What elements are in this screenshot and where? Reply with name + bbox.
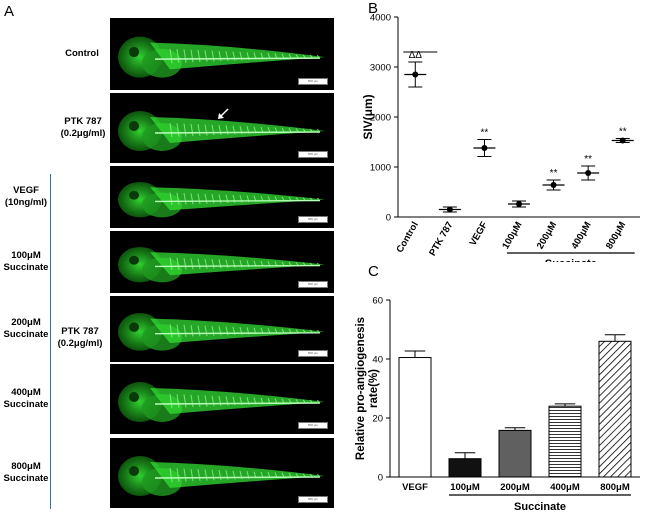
zebrafish-shape-6 bbox=[118, 456, 325, 496]
bar-2 bbox=[498, 429, 532, 478]
y-tick-label-3: 3000 bbox=[370, 63, 391, 74]
annotation-2: ** bbox=[481, 128, 489, 139]
panel-b-letter: B bbox=[368, 0, 379, 17]
scale-bar-0: 500 μm bbox=[298, 78, 328, 85]
scale-bar-6: 500 μm bbox=[298, 496, 328, 503]
scale-bar-1: 500 μm bbox=[298, 151, 328, 158]
ptk-group-line bbox=[50, 174, 51, 509]
category-label-6: 800μM bbox=[604, 220, 628, 251]
category-label-1: PTK 787 bbox=[427, 220, 455, 258]
data-point-4 bbox=[550, 182, 557, 188]
scale-bar-2: 500 μm bbox=[298, 216, 328, 223]
category-label-2: VEGF bbox=[468, 220, 491, 248]
category-label-2: 200μM bbox=[500, 482, 530, 493]
ptk-group-label: PTK 787 (0.2μg/ml) bbox=[57, 326, 103, 349]
zebrafish-shape-3 bbox=[118, 246, 325, 283]
row-label-4: 200μM Succinate bbox=[3, 317, 49, 340]
row-label-6: 800μM Succinate bbox=[3, 461, 49, 484]
y-tick-label-3: 60 bbox=[372, 296, 383, 307]
y-tick-label-4: 4000 bbox=[370, 13, 391, 24]
y-axis-label-line-1: rate(%) bbox=[368, 369, 380, 408]
annotation-0: ΔΔ bbox=[409, 50, 423, 61]
zebrafish-image-1: 500 μm bbox=[110, 93, 334, 163]
zebrafish-shape-0 bbox=[118, 36, 325, 78]
scale-bar-4: 500 μm bbox=[298, 350, 328, 357]
succinate-group-label: Succinate bbox=[545, 258, 597, 262]
y-tick-label-0: 0 bbox=[378, 473, 383, 484]
zebrafish-image-4: 500 μm bbox=[110, 296, 334, 362]
y-tick-label-0: 0 bbox=[386, 213, 391, 224]
data-point-2 bbox=[481, 145, 488, 151]
category-label-0: Control bbox=[394, 220, 420, 255]
zebrafish-image-0: 500 μm bbox=[110, 18, 334, 90]
y-tick-label-2: 40 bbox=[372, 355, 383, 366]
y-tick-label-2: 2000 bbox=[370, 113, 391, 124]
arrow-icon bbox=[218, 108, 229, 119]
category-label-4: 800μM bbox=[600, 482, 630, 493]
siv-chart: 0 1000 2000 3000 4000 SIV(μm) ΔΔ Control PTK 787… bbox=[361, 13, 640, 262]
category-label-5: 400μM bbox=[569, 220, 593, 251]
scale-bar-5: 500 μm bbox=[298, 422, 328, 429]
category-label-3: 400μM bbox=[550, 482, 580, 493]
y-tick-label-1: 20 bbox=[372, 414, 383, 425]
annotation-6: ** bbox=[619, 127, 627, 138]
row-label-5: 400μM Succinate bbox=[3, 387, 49, 410]
zebrafish-image-3: 500 μm bbox=[110, 231, 334, 293]
zebrafish-image-5: 500 μm bbox=[110, 364, 334, 434]
data-point-6 bbox=[619, 137, 626, 144]
annotation-5: ** bbox=[584, 154, 592, 165]
row-label-3: 100μM Succinate bbox=[3, 250, 49, 273]
zebrafish-image-6: 500 μm bbox=[110, 438, 334, 508]
y-axis-label: SIV(μm) bbox=[361, 94, 375, 139]
zebrafish-shape-4 bbox=[118, 312, 325, 351]
panel-a-letter: A bbox=[4, 3, 15, 20]
y-axis-label-line-0: Relative pro-angiogenesis bbox=[355, 317, 367, 460]
data-point-3 bbox=[516, 201, 522, 207]
angiogenesis-chart: 0 20 40 60 Relative pro-angiogenesis rate(%) V… bbox=[355, 296, 640, 513]
row-label-0: Control bbox=[65, 48, 99, 59]
bar-4 bbox=[598, 340, 632, 478]
y-tick-label-1: 1000 bbox=[370, 163, 391, 174]
scale-bar-3: 500 μm bbox=[298, 281, 328, 288]
category-label-4: 200μM bbox=[535, 220, 559, 251]
zebrafish-shape-1 bbox=[118, 111, 325, 151]
zebrafish-shape-5 bbox=[118, 382, 325, 422]
data-point-0 bbox=[412, 71, 419, 78]
row-label-2: VEGF (10ng/ml) bbox=[4, 185, 48, 208]
panel-c-letter: C bbox=[368, 263, 379, 280]
bar-3 bbox=[548, 405, 582, 478]
row-label-1: PTK 787 (0.2μg/ml) bbox=[60, 116, 106, 139]
zebrafish-image-2: 500 μm bbox=[110, 166, 334, 228]
annotation-4: ** bbox=[550, 168, 558, 179]
bar-0 bbox=[398, 357, 432, 478]
zebrafish-shape-2 bbox=[118, 181, 325, 218]
bar-1 bbox=[448, 458, 482, 478]
data-point-1 bbox=[446, 206, 453, 213]
category-label-3: 100μM bbox=[500, 220, 524, 251]
data-point-5 bbox=[585, 170, 592, 176]
category-label-0: VEGF bbox=[402, 482, 428, 493]
succinate-group-label: Succinate bbox=[514, 501, 566, 513]
category-label-1: 100μM bbox=[450, 482, 480, 493]
